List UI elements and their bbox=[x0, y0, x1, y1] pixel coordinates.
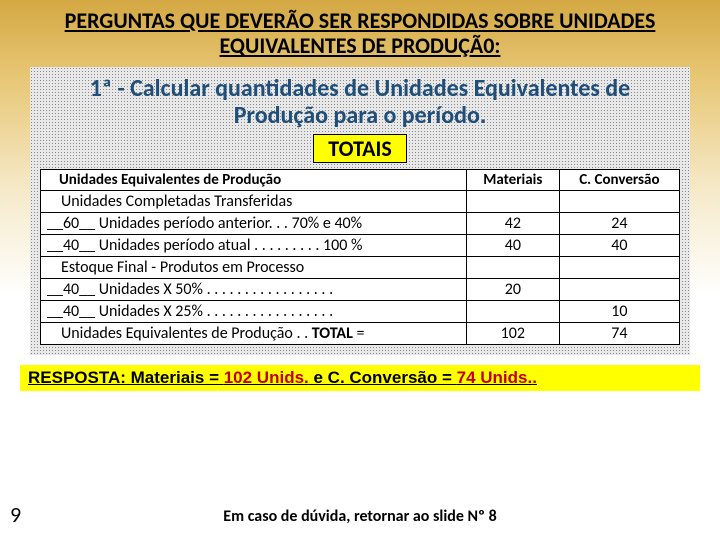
content-panel: 1ª - Calcular quantidades de Unidades Eq… bbox=[30, 67, 690, 355]
table-row-desc: Estoque Final - Produtos em Processo bbox=[41, 256, 467, 278]
cell-materiais bbox=[466, 190, 559, 212]
step-subtitle: 1ª - Calcular quantidades de Unidades Eq… bbox=[40, 75, 680, 130]
cell-conversao bbox=[559, 256, 679, 278]
cell-conversao: 10 bbox=[559, 300, 679, 322]
answer-box: RESPOSTA: Materiais = 102 Unids. e C. Co… bbox=[20, 365, 700, 391]
totais-label: TOTAIS bbox=[313, 134, 406, 163]
cell-materiais: 20 bbox=[466, 278, 559, 300]
cell-conversao: 24 bbox=[559, 212, 679, 234]
answer-conversao: 74 Unids. bbox=[457, 368, 533, 387]
cell-conversao: 40 bbox=[559, 234, 679, 256]
footer-note: Em caso de dúvida, retornar ao slide Nº … bbox=[0, 507, 720, 526]
cell-materiais: 42 bbox=[466, 212, 559, 234]
answer-dot: . bbox=[532, 368, 537, 387]
cell-materiais: 102 bbox=[466, 322, 559, 344]
answer-mid: e C. Conversão = bbox=[309, 368, 457, 387]
cell-conversao: 74 bbox=[559, 322, 679, 344]
col-conversao: C. Conversão bbox=[559, 169, 679, 190]
slide-number: 9 bbox=[10, 501, 21, 528]
table-row-desc: __40__ Unidades período atual . . . . . … bbox=[41, 234, 467, 256]
table-row-desc: __40__ Unidades X 50% . . . . . . . . . … bbox=[41, 278, 467, 300]
page-header: PERGUNTAS QUE DEVERÃO SER RESPONDIDAS SO… bbox=[0, 0, 720, 63]
table-row-desc: Unidades Completadas Transferidas bbox=[41, 190, 467, 212]
cell-materiais bbox=[466, 256, 559, 278]
col-materiais: Materiais bbox=[466, 169, 559, 190]
answer-materiais: 102 Unids. bbox=[224, 368, 309, 387]
answer-label: RESPOSTA: Materiais = bbox=[28, 368, 224, 387]
cell-materiais: 40 bbox=[466, 234, 559, 256]
col-desc: Unidades Equivalentes de Produção bbox=[41, 169, 467, 190]
cell-conversao bbox=[559, 190, 679, 212]
table-row-desc: __60__ Unidades período anterior. . . 70… bbox=[41, 212, 467, 234]
cell-conversao bbox=[559, 278, 679, 300]
table-row-desc: Unidades Equivalentes de Produção . . TO… bbox=[41, 322, 467, 344]
uep-table: Unidades Equivalentes de Produção Materi… bbox=[40, 169, 680, 345]
table-row-desc: __40__ Unidades X 25% . . . . . . . . . … bbox=[41, 300, 467, 322]
cell-materiais bbox=[466, 300, 559, 322]
